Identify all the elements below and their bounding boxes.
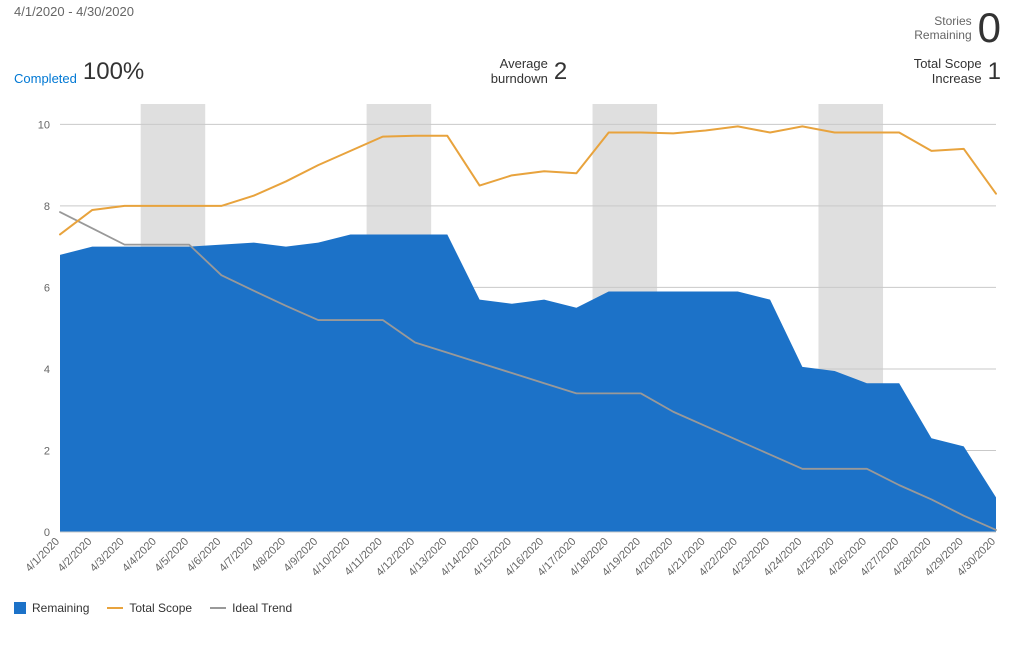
burndown-chart-svg: 02468104/1/20204/2/20204/3/20204/4/20204… — [0, 100, 1000, 595]
svg-text:6: 6 — [44, 282, 50, 294]
svg-text:4/6/2020: 4/6/2020 — [185, 536, 224, 575]
svg-text:4/1/2020: 4/1/2020 — [23, 536, 62, 575]
completed-label: Completed — [14, 71, 77, 86]
svg-text:4/4/2020: 4/4/2020 — [120, 536, 159, 575]
stories-remaining-line2: Remaining — [914, 28, 971, 42]
svg-text:4/5/2020: 4/5/2020 — [152, 536, 191, 575]
legend-label: Ideal Trend — [232, 601, 292, 615]
date-range: 4/1/2020 - 4/30/2020 — [14, 4, 134, 19]
legend-swatch — [107, 607, 123, 609]
scope-increase-value: 1 — [988, 58, 1001, 86]
legend-item-total-scope: Total Scope — [107, 601, 192, 615]
svg-text:4/7/2020: 4/7/2020 — [217, 536, 256, 575]
legend-swatch — [210, 607, 226, 609]
svg-text:8: 8 — [44, 201, 50, 213]
svg-text:2: 2 — [44, 445, 50, 457]
svg-text:4: 4 — [44, 364, 50, 376]
scope-increase-line1: Total Scope — [914, 56, 982, 71]
legend-item-remaining: Remaining — [14, 601, 89, 615]
svg-text:4/3/2020: 4/3/2020 — [88, 536, 127, 575]
stories-remaining-line1: Stories — [914, 14, 971, 28]
stories-remaining-metric: Stories Remaining 0 — [914, 4, 1001, 52]
burndown-chart: 02468104/1/20204/2/20204/3/20204/4/20204… — [0, 100, 1000, 595]
legend-label: Total Scope — [129, 601, 192, 615]
svg-text:4/8/2020: 4/8/2020 — [249, 536, 288, 575]
svg-text:0: 0 — [44, 527, 50, 539]
chart-legend: Remaining Total Scope Ideal Trend — [0, 595, 1021, 615]
stories-remaining-value: 0 — [978, 4, 1001, 52]
svg-text:4/2/2020: 4/2/2020 — [56, 536, 95, 575]
avg-burndown-line1: Average — [500, 56, 548, 71]
completed-value: 100% — [83, 58, 144, 86]
svg-text:10: 10 — [38, 119, 50, 131]
legend-item-ideal-trend: Ideal Trend — [210, 601, 292, 615]
legend-swatch — [14, 602, 26, 614]
completed-metric: Completed 100% — [14, 58, 144, 86]
scope-increase-line2: Increase — [932, 71, 982, 86]
scope-increase-metric: Total Scope Increase 1 — [914, 56, 1001, 86]
avg-burndown-line2: burndown — [491, 71, 548, 86]
legend-label: Remaining — [32, 601, 89, 615]
avg-burndown-metric: Average burndown 2 — [491, 56, 567, 86]
avg-burndown-value: 2 — [554, 58, 567, 86]
